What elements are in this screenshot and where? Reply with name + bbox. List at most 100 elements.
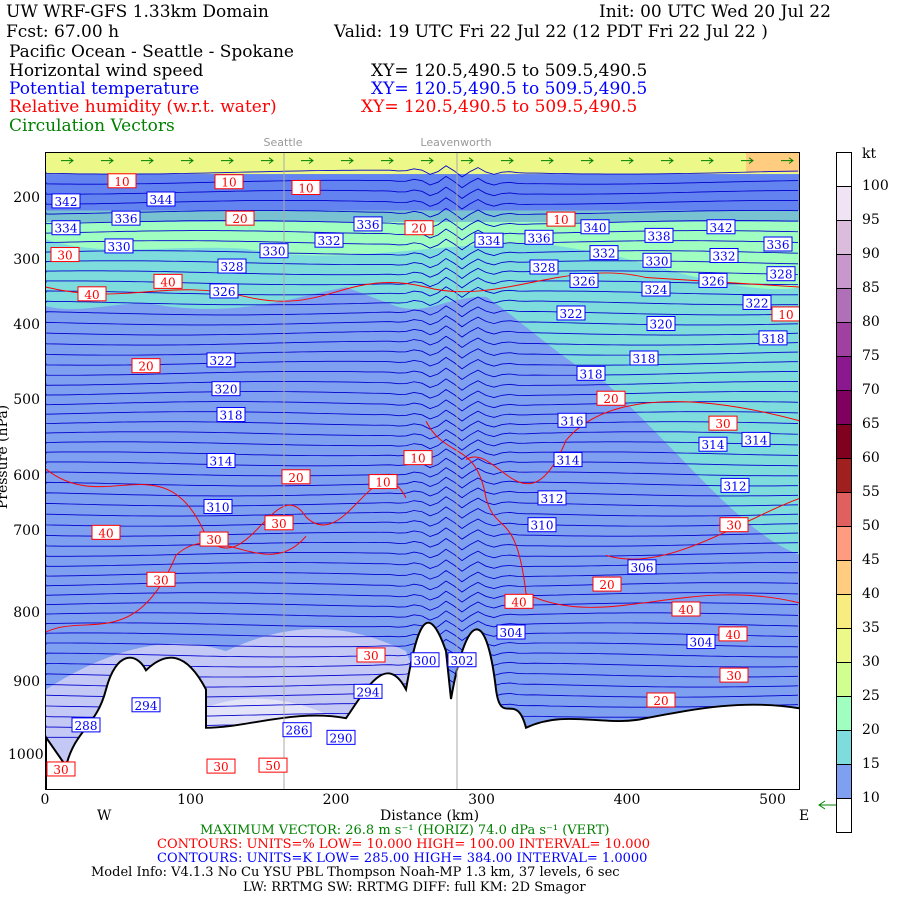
rh-label-box [403,450,433,466]
rh-label: 30 [53,763,68,777]
theta-label-box [686,634,716,650]
y-tick-label: 900 [13,673,40,690]
theta-label-box [766,266,796,282]
isentrope-line [46,367,799,380]
rh-label-box [404,220,434,236]
theta-label: 322 [210,354,233,368]
theta-label: 322 [560,307,583,321]
rh-label-box [91,524,121,540]
theta-label: 314 [557,454,580,468]
circulation-vector-icon [301,157,314,164]
circulation-vector-icon [701,157,714,164]
rh-label: 40 [725,628,740,642]
theta-label: 318 [580,367,603,381]
theta-label-box [314,232,344,248]
colorbar-swatch [836,458,852,493]
rh-label-box [146,571,176,587]
circulation-vector-icon [61,157,74,164]
rh-label: 30 [57,249,72,263]
colorbar-swatch [836,764,852,799]
theta-label-box [496,624,526,640]
theta-label: 314 [745,433,768,447]
theta-label: 332 [713,250,736,264]
theta-label-box [326,729,356,745]
rh-label-box [131,358,161,374]
colorbar-swatch [836,152,852,187]
colorbar-swatch [836,220,852,255]
colorbar-label: 30 [862,654,880,670]
colorbar-swatch [836,730,852,765]
theta-label: 344 [150,193,173,207]
theta-label: 310 [207,500,230,514]
colorbar-swatch [836,594,852,629]
valid-time: Valid: 19 UTC Fri 22 Jul 22 (12 PDT Fri … [334,22,768,42]
rh-contour [525,593,799,608]
theta-label: 326 [573,274,596,288]
colorbar-label: 50 [862,518,880,534]
rh-label-box [671,601,701,617]
rh-label-box [708,415,738,431]
wind-40kt-patch [746,153,799,173]
rh-label: 40 [84,288,99,302]
y-axis-label: Pressure (hPa) [0,404,11,510]
cross-section-svg: 342 344 334 336 330 328 330 332 336 334 336 340 338 3… [46,153,799,789]
rh-label: 40 [678,603,693,617]
rh-label-box [719,517,749,533]
isentrope-line [46,527,799,540]
theta-label-box [741,431,771,447]
wind-15kt-region [46,220,799,555]
y-tick-label: 700 [13,523,40,540]
theta-label-box [556,305,586,321]
x-tick-label: 500 [759,792,786,808]
circulation-vector-icon [581,157,594,164]
theta-label: 334 [55,222,78,236]
isentrope-line [46,516,799,530]
colorbar-label: 100 [862,178,889,194]
theta-label: 294 [357,685,380,699]
isentrope-line [46,438,799,451]
theta-label: 332 [593,247,616,261]
colorbar-label: 80 [862,314,880,330]
colorbar-swatch [836,696,852,731]
circulation-vector-icon [181,157,194,164]
rh-contour [425,421,527,594]
colorbar-label: 20 [862,722,880,738]
y-tick-label: 600 [13,467,40,484]
rh-label-box [291,179,321,195]
rh-contour [46,535,307,633]
theta-label-box [410,652,440,668]
isentrope-line [46,267,799,280]
isentrope-line [46,506,799,519]
theta-label: 330 [263,245,286,259]
rh-label-box [504,593,534,609]
theta-label-box [537,490,567,506]
circulation-vector-icon [221,157,234,164]
colorbar-label: 90 [862,246,880,262]
x-tick-label: 0 [40,792,50,808]
circulation-vector-icon [781,157,794,164]
rh-label-box [206,758,236,774]
theta-label-box [758,330,788,346]
circulation-vector-icon [261,157,274,164]
title: UW WRF-GFS 1.33km Domain [6,2,269,22]
rh-label-box [546,211,576,227]
circulation-vector-icon [101,157,114,164]
colorbar-swatch [836,322,852,357]
rh-label-box [718,626,748,642]
theta-label-box [742,294,772,310]
rh-label: 30 [363,649,378,663]
theta-label: 336 [528,231,551,245]
theta-label: 326 [702,274,725,288]
theta-label-box [104,238,134,254]
theta-label-box [627,559,657,575]
rh-label-box [281,469,311,485]
colorbar-label: 35 [862,620,880,636]
isentrope-line [46,325,799,338]
circulation-vector-icon [141,157,154,164]
theta-label: 312 [724,479,747,493]
x-axis-label: Distance (km) [380,808,480,824]
theta-label-box [259,243,289,259]
theta-label: 338 [648,229,671,243]
plot-area: 342 344 334 336 330 328 330 332 336 334 336 340 338 3… [45,152,800,790]
colorbar-swatch [836,356,852,391]
